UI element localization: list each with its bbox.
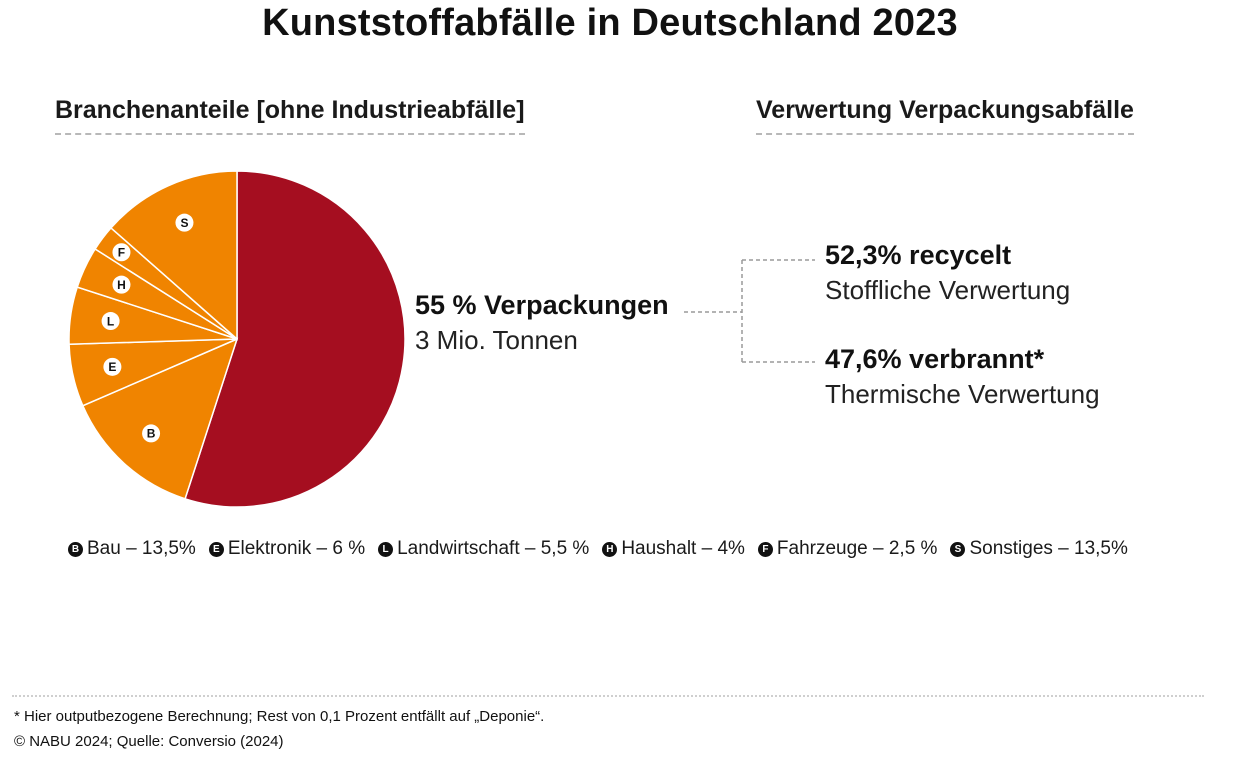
pie-badge-elektronik bbox=[103, 357, 122, 376]
legend-item-haushalt: H Haushalt – 4% bbox=[602, 538, 745, 560]
legend-badge-s: S bbox=[950, 541, 966, 557]
pie-letter-sonstiges: S bbox=[180, 216, 188, 230]
legend-item-elektronik: E Elektronik – 6 % bbox=[208, 538, 366, 560]
source-credit: © NABU 2024; Quelle: Conversio (2024) bbox=[14, 733, 284, 750]
pie-section-heading: Branchenanteile [ohne Industrieabfälle] bbox=[55, 96, 525, 135]
legend-item-landwirtschaft: L Landwirtschaft – 5,5 % bbox=[378, 538, 589, 560]
legend-label-bau: Bau – 13,5% bbox=[87, 538, 196, 559]
incinerated-callout: 47,6% verbrannt* Thermische Verwertung bbox=[825, 344, 1100, 410]
pie-badge-bau bbox=[142, 424, 161, 443]
pie-letter-fahrzeuge: F bbox=[118, 246, 125, 260]
legend-item-sonstiges: S Sonstiges – 13,5% bbox=[950, 538, 1128, 560]
chart-title: Kunststoffabfälle in Deutschland 2023 bbox=[262, 2, 958, 44]
legend-label-fahrzeuge: Fahrzeuge – 2,5 % bbox=[776, 538, 938, 559]
incinerated-description: Thermische Verwertung bbox=[825, 379, 1100, 409]
recycled-share-label: 52,3% recycelt bbox=[825, 240, 1012, 270]
pie-letter-elektronik: E bbox=[108, 360, 116, 374]
legend-badge-f: F bbox=[757, 541, 773, 557]
footnote: * Hier outputbezogene Berechnung; Rest v… bbox=[14, 708, 545, 725]
recycled-description: Stoffliche Verwertung bbox=[825, 275, 1071, 305]
pie-slice-verpackungen bbox=[184, 170, 406, 508]
legend-item-fahrzeuge: F Fahrzeuge – 2,5 % bbox=[757, 538, 938, 560]
legend-label-elektronik: Elektronik – 6 % bbox=[227, 538, 366, 559]
packaging-share-label: 55 % Verpackungen bbox=[415, 290, 669, 320]
pie-letter-bau: B bbox=[147, 427, 156, 441]
legend-badge-h: H bbox=[602, 541, 618, 557]
legend-label-sonstiges: Sonstiges – 13,5% bbox=[969, 538, 1128, 559]
legend-label-haushalt: Haushalt – 4% bbox=[621, 538, 745, 559]
legend-label-landwirtschaft: Landwirtschaft – 5,5 % bbox=[397, 538, 590, 559]
pie-slice-bau bbox=[81, 337, 239, 500]
pie-letter-landwirtschaft: L bbox=[107, 314, 114, 328]
pie-badge-fahrzeuge bbox=[112, 243, 131, 262]
legend: B Bau – 13,5% E Elektronik – 6 % L Landw… bbox=[68, 538, 1141, 560]
footer-divider bbox=[12, 695, 1204, 697]
legend-item-bau: B Bau – 13,5% bbox=[68, 538, 196, 560]
pie-letter-haushalt: H bbox=[117, 278, 126, 292]
incinerated-share-label: 47,6% verbrannt* bbox=[825, 344, 1045, 374]
pie-badge-haushalt bbox=[112, 275, 131, 294]
recycled-callout: 52,3% recycelt Stoffliche Verwertung bbox=[825, 240, 1070, 306]
pie-badge-sonstiges bbox=[175, 213, 194, 232]
packaging-tonnage-label: 3 Mio. Tonnen bbox=[415, 325, 578, 355]
legend-badge-b: B bbox=[68, 541, 83, 557]
pie-badge-landwirtschaft bbox=[101, 312, 120, 331]
pie-slice-sonstiges bbox=[109, 170, 238, 341]
packaging-callout: 55 % Verpackungen 3 Mio. Tonnen bbox=[415, 290, 669, 356]
recovery-section-heading: Verwertung Verpackungsabfälle bbox=[756, 96, 1134, 135]
legend-badge-l: L bbox=[378, 541, 394, 557]
legend-badge-e: E bbox=[208, 541, 224, 557]
